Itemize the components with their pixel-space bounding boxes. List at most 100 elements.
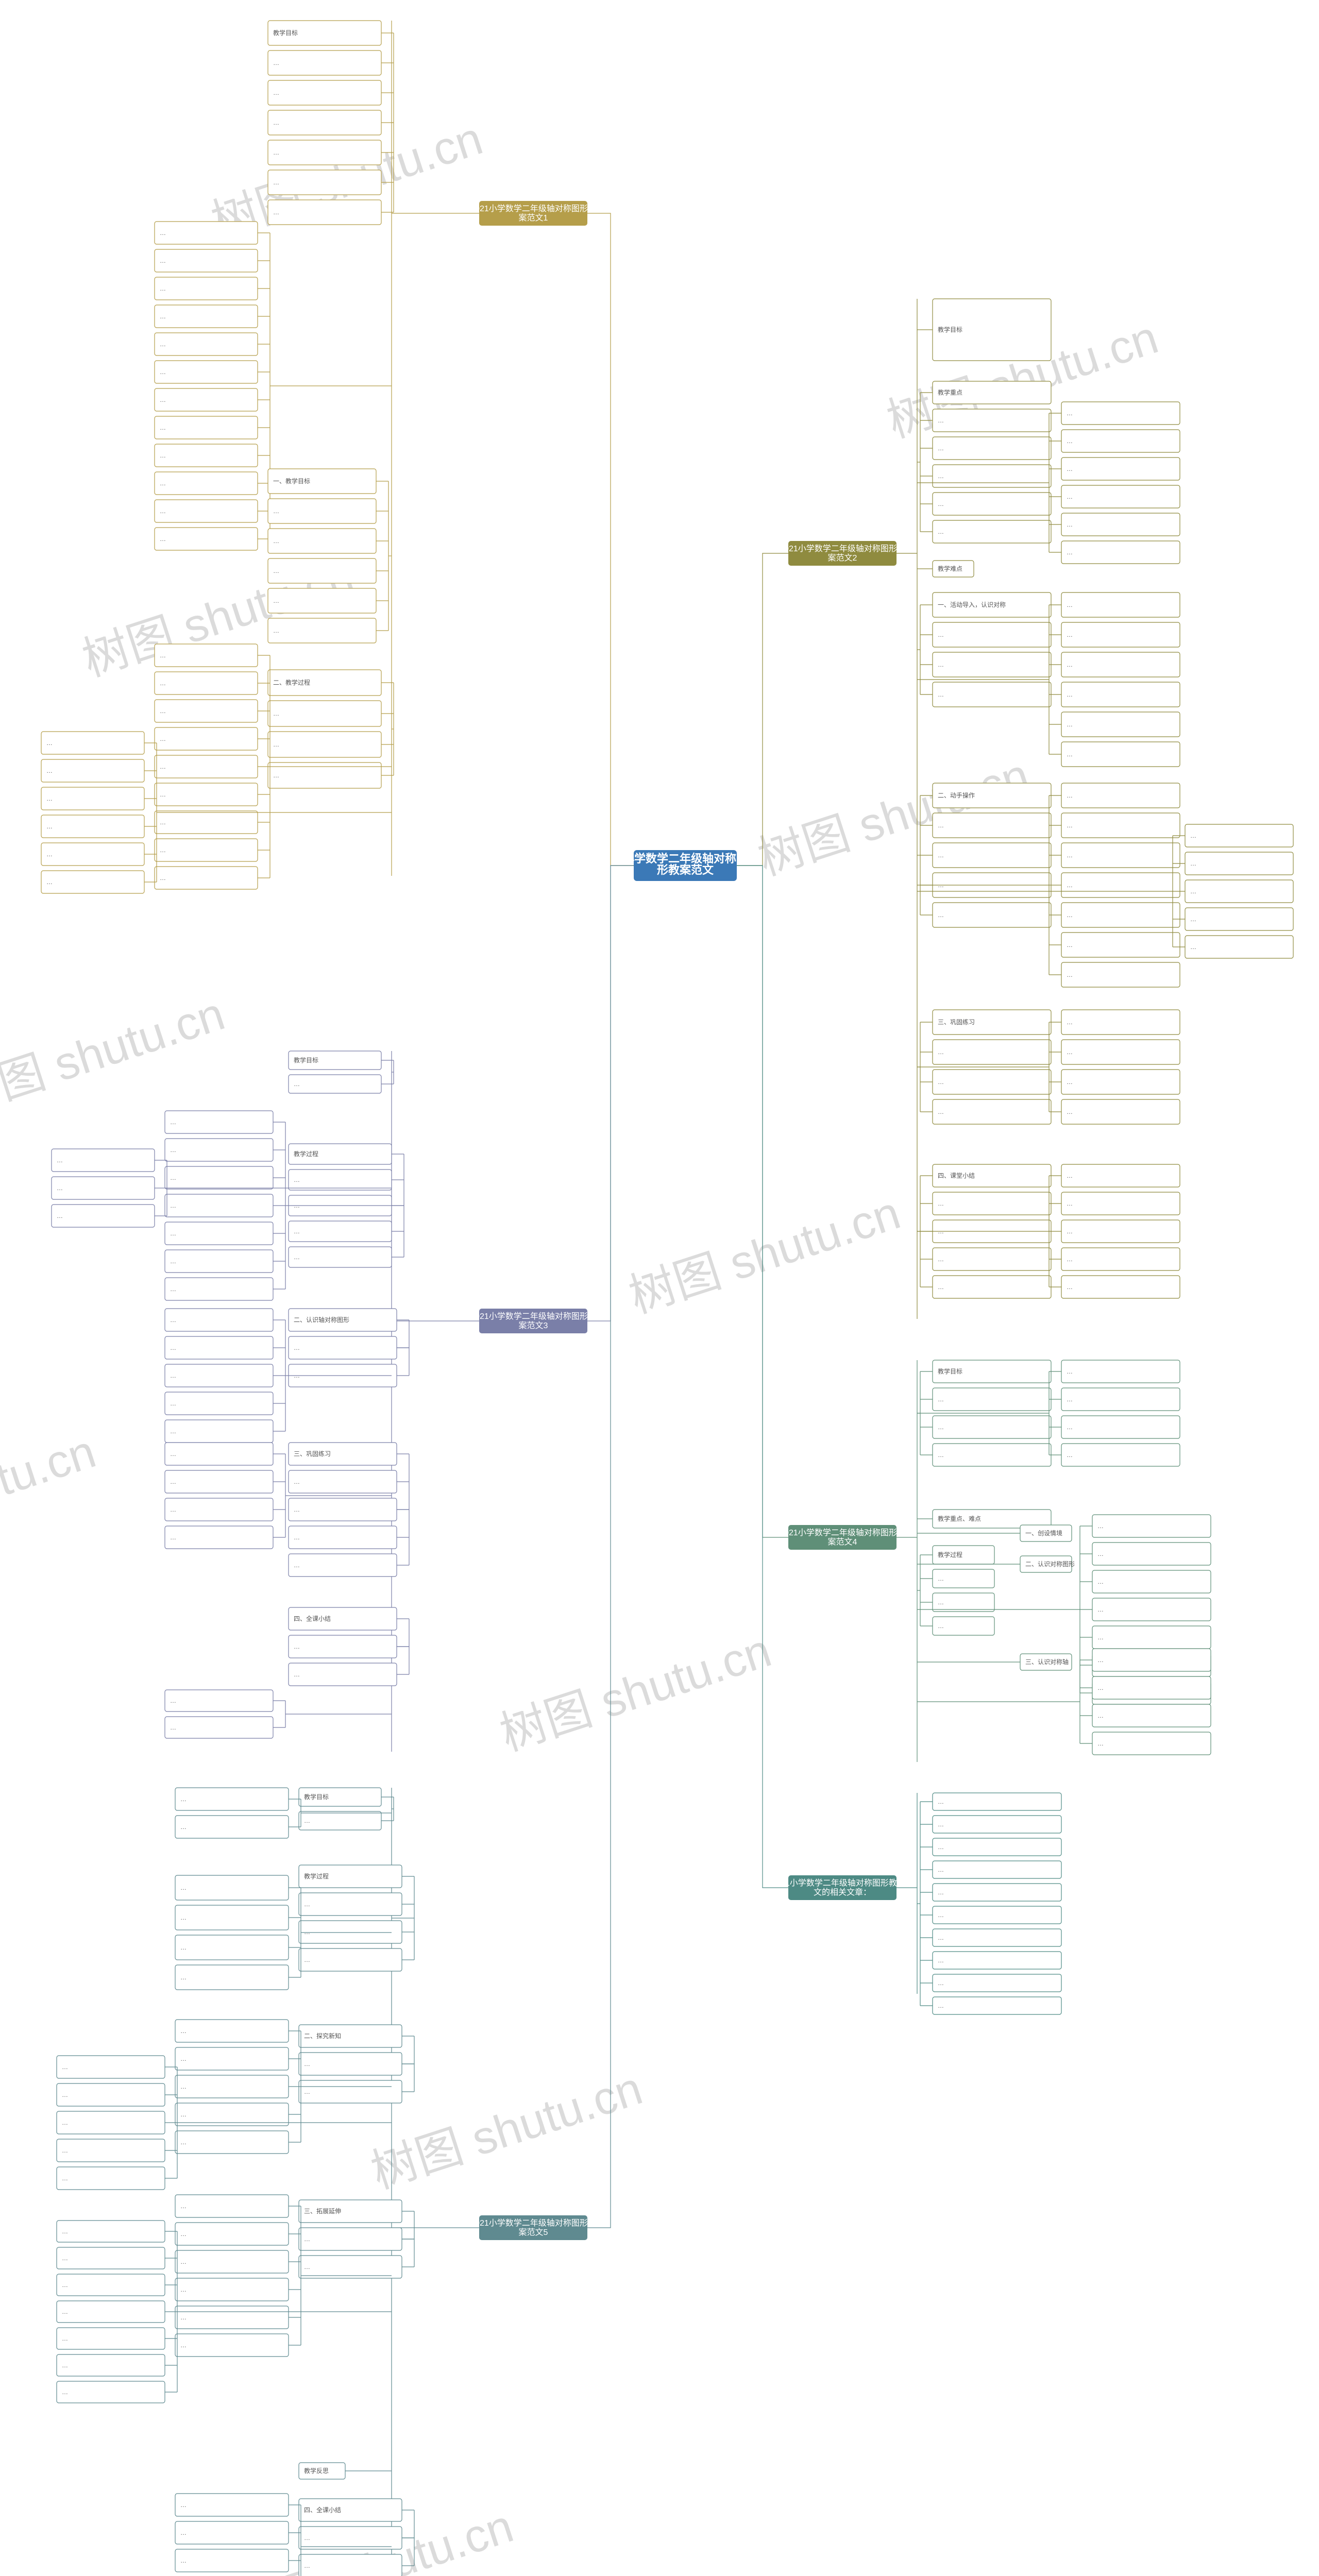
leaf-node[interactable] bbox=[1061, 1164, 1180, 1187]
leaf-node[interactable] bbox=[1061, 1360, 1180, 1383]
leaf-node[interactable] bbox=[175, 2494, 289, 2516]
leaf-node[interactable] bbox=[57, 2083, 165, 2106]
leaf-node[interactable] bbox=[1061, 1248, 1180, 1270]
leaf-node[interactable] bbox=[1185, 880, 1293, 903]
leaf-node[interactable] bbox=[289, 1170, 392, 1190]
leaf-node[interactable] bbox=[57, 2056, 165, 2078]
leaf-node[interactable] bbox=[933, 520, 1051, 543]
leaf-node[interactable] bbox=[41, 787, 144, 810]
leaf-node[interactable] bbox=[1092, 1676, 1211, 1699]
leaf-node[interactable] bbox=[155, 222, 258, 244]
leaf-node[interactable] bbox=[268, 50, 381, 75]
leaf-node[interactable] bbox=[1092, 1543, 1211, 1565]
leaf-node[interactable] bbox=[299, 1893, 402, 1916]
leaf-node[interactable] bbox=[175, 2250, 289, 2273]
leaf-node[interactable] bbox=[933, 843, 1051, 868]
leaf-node[interactable] bbox=[289, 1075, 381, 1093]
leaf-node[interactable] bbox=[1061, 430, 1180, 452]
leaf-node[interactable] bbox=[933, 1906, 1061, 1924]
leaf-node[interactable] bbox=[933, 682, 1051, 707]
leaf-node[interactable] bbox=[933, 1276, 1051, 1298]
leaf-node[interactable] bbox=[933, 1793, 1061, 1810]
leaf-node[interactable] bbox=[155, 305, 258, 328]
leaf-node[interactable] bbox=[57, 2354, 165, 2376]
leaf-node[interactable] bbox=[1061, 712, 1180, 737]
leaf-node[interactable] bbox=[299, 1921, 402, 1943]
leaf-node[interactable] bbox=[1061, 813, 1180, 838]
leaf-node[interactable] bbox=[1061, 873, 1180, 897]
leaf-node[interactable] bbox=[933, 1388, 1051, 1411]
leaf-node[interactable] bbox=[1061, 783, 1180, 808]
leaf-node[interactable] bbox=[268, 200, 381, 225]
leaf-node[interactable] bbox=[933, 1997, 1061, 2014]
leaf-node[interactable] bbox=[299, 1811, 381, 1830]
leaf-node[interactable] bbox=[165, 1526, 273, 1549]
leaf-node[interactable] bbox=[165, 1166, 273, 1189]
leaf-node[interactable] bbox=[165, 1111, 273, 1133]
leaf-node[interactable] bbox=[1061, 1040, 1180, 1064]
leaf-node[interactable] bbox=[175, 2306, 289, 2329]
leaf-node[interactable] bbox=[57, 2247, 165, 2269]
leaf-node[interactable] bbox=[1061, 1416, 1180, 1438]
leaf-node[interactable] bbox=[933, 1884, 1061, 1901]
leaf-node[interactable] bbox=[175, 2223, 289, 2245]
leaf-node[interactable] bbox=[933, 1070, 1051, 1094]
leaf-node[interactable] bbox=[175, 1935, 289, 1960]
leaf-node[interactable] bbox=[268, 499, 376, 523]
leaf-node[interactable] bbox=[289, 1663, 397, 1686]
leaf-node[interactable] bbox=[268, 80, 381, 105]
leaf-node[interactable] bbox=[155, 249, 258, 272]
leaf-node[interactable] bbox=[268, 110, 381, 135]
leaf-node[interactable] bbox=[155, 644, 258, 667]
leaf-node[interactable] bbox=[175, 2131, 289, 2154]
leaf-node[interactable] bbox=[165, 1139, 273, 1161]
leaf-node[interactable] bbox=[57, 2167, 165, 2190]
leaf-node[interactable] bbox=[933, 1099, 1051, 1124]
leaf-node[interactable] bbox=[268, 618, 376, 643]
leaf-node[interactable] bbox=[289, 1247, 392, 1267]
leaf-node[interactable] bbox=[175, 2020, 289, 2042]
leaf-node[interactable] bbox=[1061, 1070, 1180, 1094]
leaf-node[interactable] bbox=[155, 755, 258, 778]
leaf-node[interactable] bbox=[165, 1250, 273, 1273]
leaf-node[interactable] bbox=[1092, 1704, 1211, 1727]
leaf-node[interactable] bbox=[933, 1952, 1061, 1969]
leaf-node[interactable] bbox=[155, 528, 258, 550]
leaf-node[interactable] bbox=[1092, 1570, 1211, 1593]
leaf-node[interactable] bbox=[1061, 402, 1180, 425]
leaf-node[interactable] bbox=[299, 2554, 402, 2576]
leaf-node[interactable] bbox=[1185, 852, 1293, 875]
leaf-node[interactable] bbox=[268, 140, 381, 165]
leaf-node[interactable] bbox=[57, 2274, 165, 2296]
leaf-node[interactable] bbox=[268, 701, 381, 726]
leaf-node[interactable] bbox=[933, 493, 1051, 515]
leaf-node[interactable] bbox=[1061, 962, 1180, 987]
leaf-node[interactable] bbox=[933, 1838, 1061, 1856]
leaf-node[interactable] bbox=[1061, 843, 1180, 868]
leaf-node[interactable] bbox=[933, 1416, 1051, 1438]
leaf-node[interactable] bbox=[52, 1205, 155, 1227]
leaf-node[interactable] bbox=[1061, 513, 1180, 536]
leaf-node[interactable] bbox=[1061, 457, 1180, 480]
leaf-node[interactable] bbox=[1061, 1192, 1180, 1215]
leaf-node[interactable] bbox=[57, 2111, 165, 2134]
leaf-node[interactable] bbox=[1061, 485, 1180, 508]
leaf-node[interactable] bbox=[289, 1498, 397, 1521]
leaf-node[interactable] bbox=[299, 1948, 402, 1971]
leaf-node[interactable] bbox=[299, 2080, 402, 2103]
leaf-node[interactable] bbox=[1061, 592, 1180, 617]
leaf-node[interactable] bbox=[175, 2278, 289, 2301]
leaf-node[interactable] bbox=[41, 759, 144, 782]
leaf-node[interactable] bbox=[1061, 903, 1180, 927]
leaf-node[interactable] bbox=[41, 871, 144, 893]
leaf-node[interactable] bbox=[165, 1443, 273, 1465]
leaf-node[interactable] bbox=[289, 1554, 397, 1577]
leaf-node[interactable] bbox=[933, 813, 1051, 838]
leaf-node[interactable] bbox=[155, 867, 258, 889]
leaf-node[interactable] bbox=[175, 1965, 289, 1990]
leaf-node[interactable] bbox=[155, 444, 258, 467]
leaf-node[interactable] bbox=[175, 2521, 289, 2544]
leaf-node[interactable] bbox=[289, 1221, 392, 1242]
leaf-node[interactable] bbox=[933, 622, 1051, 647]
leaf-node[interactable] bbox=[1061, 1010, 1180, 1035]
